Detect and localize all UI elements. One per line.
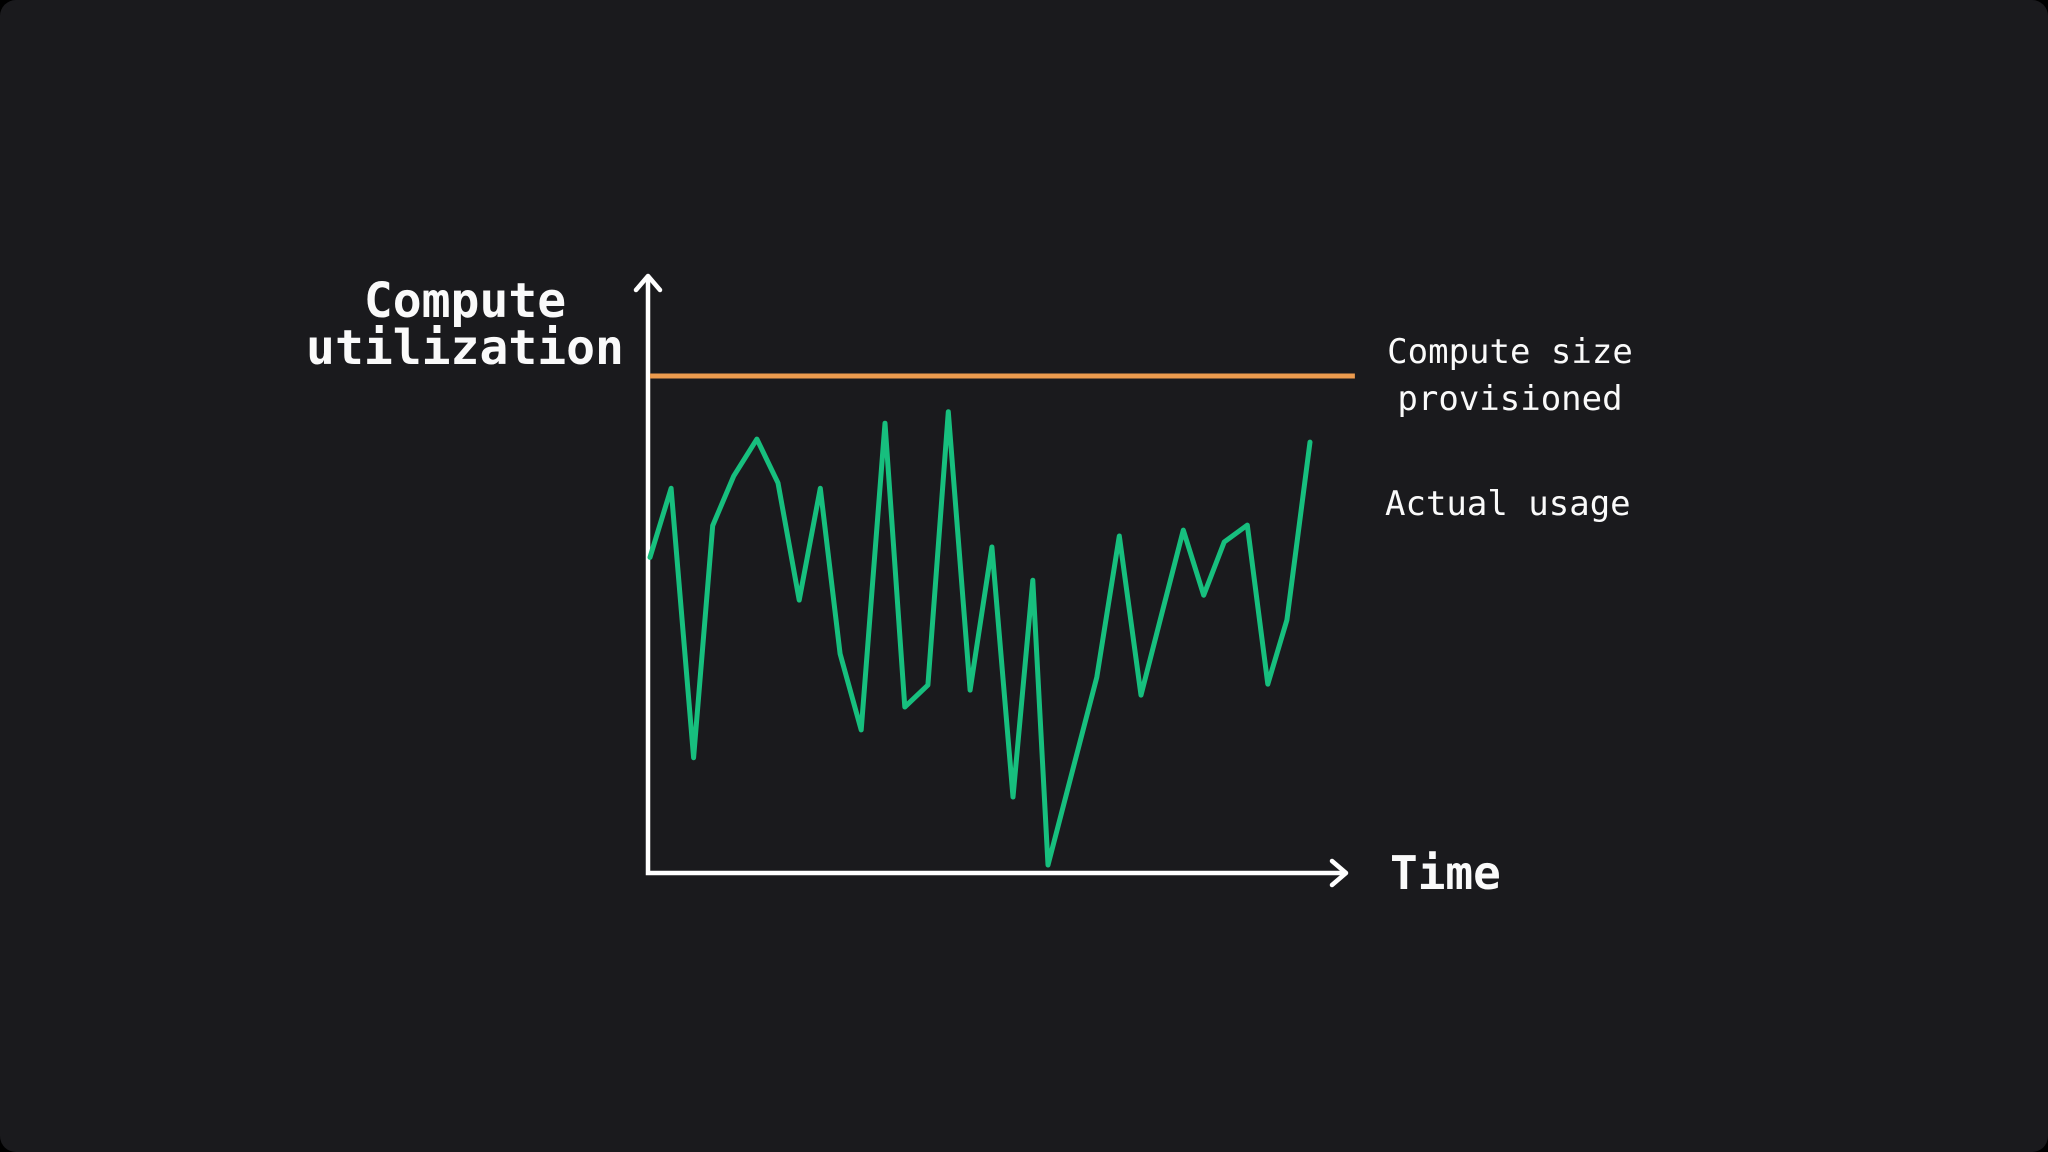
legend-provisioned-line2: provisioned xyxy=(1397,379,1623,419)
legend-actual-usage-label: Actual usage xyxy=(1385,484,1631,524)
y-axis-title: Compute utilization xyxy=(275,277,655,372)
y-axis-arrowhead-icon xyxy=(633,273,663,293)
x-axis-title: Time xyxy=(1390,846,1501,900)
legend-provisioned-label: Compute size provisioned xyxy=(1382,329,1638,423)
axes-lines xyxy=(645,277,1343,876)
actual-usage-line xyxy=(647,409,1313,868)
legend-provisioned-line1: Compute size xyxy=(1387,332,1633,372)
y-axis-title-line1: Compute xyxy=(363,273,567,329)
y-axis-title-line2: utilization xyxy=(306,320,624,376)
x-axis-arrowhead-icon xyxy=(1329,858,1349,888)
